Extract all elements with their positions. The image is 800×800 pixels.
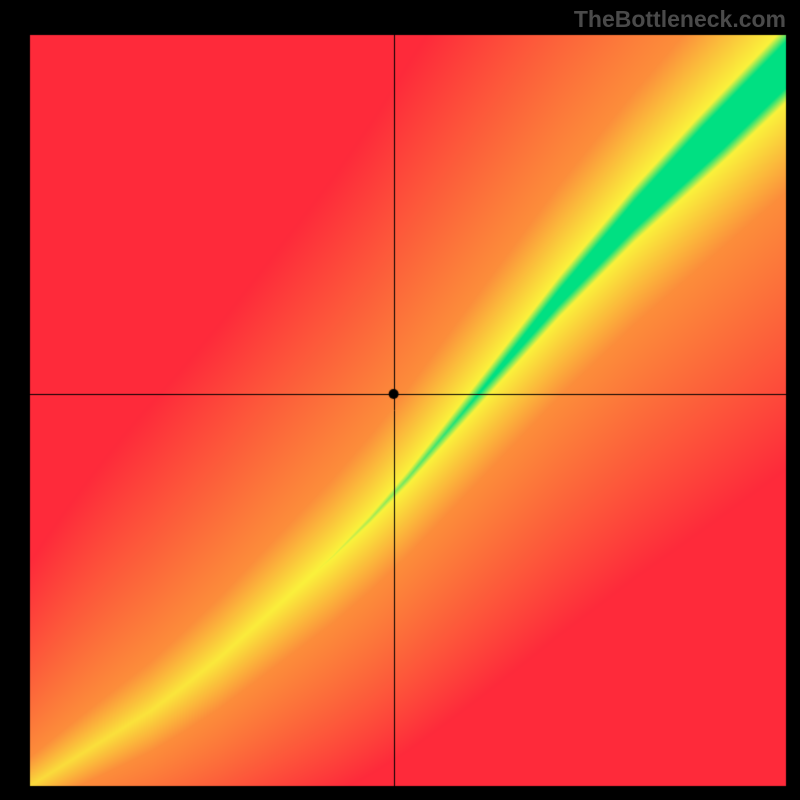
watermark: TheBottleneck.com	[574, 6, 786, 33]
chart-container: TheBottleneck.com	[0, 0, 800, 800]
bottleneck-heatmap	[0, 0, 800, 800]
